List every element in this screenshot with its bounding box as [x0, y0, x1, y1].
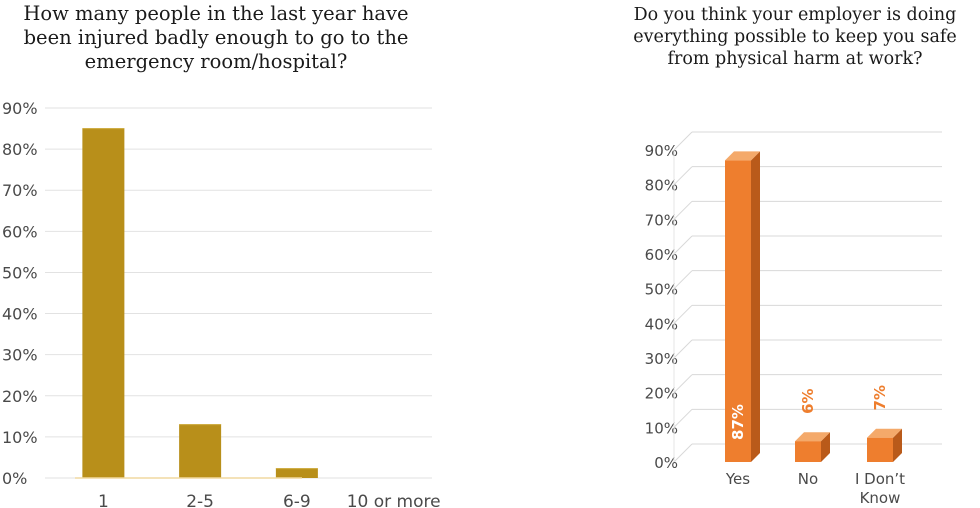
- right-y-tick-label: 70%: [645, 211, 678, 229]
- right-gridline-diagonal: [673, 166, 693, 186]
- left-y-tick-label: 90%: [2, 99, 38, 118]
- right-data-label: 87%: [729, 404, 747, 440]
- right-bar-top-Yes: [725, 151, 760, 161]
- right-gridline-diagonal: [673, 270, 693, 290]
- right-bar-No: [795, 441, 821, 462]
- left-y-tick-label: 40%: [2, 305, 38, 324]
- right-title-line-2: everything possible to keep you safe: [633, 27, 957, 47]
- right-gridline-diagonal: [673, 235, 693, 255]
- right-x-tick-label: Know: [860, 489, 901, 507]
- right-y-tick-label: 60%: [645, 246, 678, 264]
- right-data-label: 7%: [871, 385, 889, 410]
- left-title-line-2: been injured badly enough to go to the: [23, 26, 409, 49]
- right-chart-title: Do you think your employer is doing ever…: [610, 4, 980, 70]
- right-y-tick-label: 80%: [645, 177, 678, 195]
- right-bar-top-No: [795, 432, 830, 442]
- right-bar-side-No: [821, 432, 830, 462]
- left-y-tick-label: 0%: [2, 469, 27, 488]
- right-gridline-diagonal: [673, 339, 693, 359]
- left-x-tick-label: 6-9: [283, 492, 311, 508]
- left-bar-1: [82, 128, 125, 479]
- right-gridline-diagonal: [673, 200, 693, 220]
- right-data-label: 6%: [799, 388, 817, 413]
- left-y-tick-label: 70%: [2, 181, 38, 200]
- right-gridline-diagonal: [673, 131, 693, 151]
- right-gridline-diagonal: [673, 374, 693, 394]
- right-gridline-diagonal: [673, 443, 693, 463]
- left-y-tick-label: 50%: [2, 263, 38, 282]
- right-gridline-diagonal: [673, 408, 693, 428]
- right-bar-I-Don-t-Know: [867, 437, 893, 462]
- right-x-tick-label: No: [798, 470, 818, 488]
- right-title-line-1: Do you think your employer is doing: [633, 5, 957, 25]
- right-x-tick-label: I Don’t: [855, 470, 905, 488]
- injuries-bar-chart: 0% 10% 20% 30% 40% 50% 60% 70% 80% 90% 1 2-5 6-9 10 o…: [2, 99, 441, 508]
- right-bar-Yes: [725, 160, 751, 462]
- right-gridline-diagonal: [673, 304, 693, 324]
- left-x-tick-label: 2-5: [186, 492, 214, 508]
- left-title-line-1: How many people in the last year have: [23, 2, 409, 25]
- left-y-tick-label: 30%: [2, 346, 38, 365]
- right-y-tick-label: 0%: [654, 454, 678, 472]
- right-bar-top-I-Don-t-Know: [867, 428, 902, 438]
- right-y-tick-label: 10%: [645, 419, 678, 437]
- right-x-tick-label: Yes: [725, 470, 750, 488]
- right-y-tick-label: 50%: [645, 281, 678, 299]
- left-y-tick-label: 10%: [2, 428, 38, 447]
- right-title-line-3: from physical harm at work?: [667, 49, 923, 69]
- right-y-tick-label: 90%: [645, 142, 678, 160]
- left-chart-title: How many people in the last year have be…: [0, 2, 432, 74]
- right-y-tick-label: 40%: [645, 315, 678, 333]
- left-bar-6-9: [275, 468, 318, 478]
- left-title-line-3: emergency room/hospital?: [84, 50, 348, 73]
- right-y-tick-label: 20%: [645, 385, 678, 403]
- left-y-tick-label: 60%: [2, 222, 38, 241]
- right-y-tick-label: 30%: [645, 350, 678, 368]
- left-x-tick-label: 1: [98, 492, 109, 508]
- left-y-tick-label: 20%: [2, 387, 38, 406]
- left-y-tick-label: 80%: [2, 140, 38, 159]
- left-bar-2-5: [179, 424, 222, 478]
- right-bar-side-Yes: [751, 151, 760, 462]
- left-x-tick-label: 10 or more: [347, 492, 441, 508]
- right-bar-side-I-Don-t-Know: [893, 428, 902, 462]
